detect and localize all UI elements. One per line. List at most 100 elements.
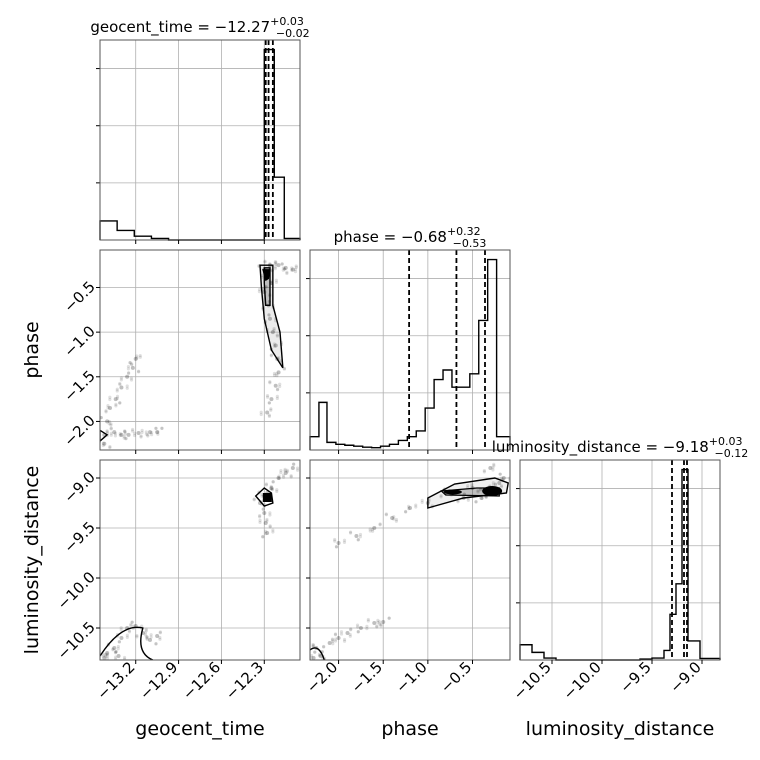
sample-point: [126, 364, 131, 369]
sample-point: [136, 431, 141, 436]
sample-point: [125, 374, 130, 379]
sample-point: [138, 355, 142, 359]
sample-point: [145, 635, 149, 639]
sample-point: [144, 432, 148, 436]
title-sub: −0.02: [276, 27, 310, 40]
sample-point: [123, 432, 127, 436]
sample-point: [272, 344, 277, 348]
title-sup: +0.03: [270, 15, 304, 28]
sample-point: [113, 431, 118, 436]
sample-point: [129, 376, 134, 380]
sample-point: [358, 626, 363, 630]
sample-point: [118, 433, 122, 438]
sample-point: [140, 430, 144, 435]
sample-point: [290, 466, 295, 470]
sample-point: [342, 540, 347, 544]
sample-point: [118, 431, 122, 436]
sample-point: [129, 624, 133, 628]
sample-point: [281, 266, 285, 270]
sample-point: [293, 267, 298, 271]
sample-point: [349, 628, 353, 632]
sample-point: [272, 342, 276, 346]
sample-point: [272, 371, 277, 376]
x-tick-label: −10.0: [560, 658, 605, 703]
sample-point: [106, 403, 110, 408]
sample-point: [103, 654, 108, 658]
sample-point: [491, 466, 495, 470]
sample-point: [105, 653, 109, 657]
sample-point: [439, 493, 443, 498]
sample-point: [111, 647, 115, 651]
sample-point: [101, 654, 105, 658]
sample-point: [109, 433, 113, 437]
sample-point: [156, 430, 160, 434]
sample-point: [263, 521, 268, 525]
sample-point: [349, 627, 353, 631]
sample-point: [271, 528, 275, 532]
sample-point: [114, 650, 118, 654]
sample-point: [333, 539, 337, 543]
sample-point: [112, 430, 117, 435]
sample-point: [333, 537, 337, 542]
sample-point: [276, 387, 280, 391]
sample-point: [275, 489, 279, 494]
sample-point: [122, 436, 126, 440]
sample-point: [130, 362, 134, 366]
sample-point: [105, 651, 110, 655]
histogram-phase: [309, 258, 511, 450]
sample-point: [283, 467, 287, 471]
density-peak: [482, 486, 503, 496]
sample-point: [310, 656, 314, 660]
sample-point: [285, 468, 289, 472]
sample-point: [267, 313, 271, 317]
sample-point: [368, 527, 372, 531]
sample-point: [138, 353, 142, 358]
sample-point: [354, 534, 359, 538]
sample-point: [262, 511, 267, 515]
sample-point: [150, 433, 154, 437]
sample-point: [491, 483, 495, 487]
sample-point: [271, 480, 275, 484]
sample-point: [285, 271, 289, 276]
sample-point: [108, 446, 112, 450]
sample-point: [392, 515, 396, 519]
sample-point: [111, 648, 115, 652]
sample-point: [498, 472, 502, 476]
x-tick-label: −13.2: [93, 658, 138, 703]
sample-point: [112, 646, 117, 650]
sample-point: [267, 401, 271, 405]
density-contour: [259, 264, 284, 369]
sample-point: [261, 534, 265, 539]
sample-point: [281, 473, 286, 477]
sample-point: [334, 637, 338, 641]
sample-point: [290, 268, 294, 272]
sample-point: [331, 642, 335, 646]
panel-frame: [519, 459, 721, 661]
sample-point: [290, 267, 295, 272]
x-axis-label: geocent_time: [135, 718, 264, 740]
sample-point: [376, 618, 380, 622]
sample-point: [283, 265, 288, 270]
sample-point: [149, 635, 153, 639]
sample-point: [358, 535, 362, 539]
sample-point: [274, 262, 278, 267]
sample-point: [119, 378, 123, 382]
sample-point: [101, 441, 106, 445]
sample-point: [294, 265, 298, 269]
sample-point: [108, 406, 112, 411]
sample-point: [119, 626, 123, 630]
sample-point: [145, 636, 149, 640]
density-contour: [427, 477, 510, 509]
sample-point: [158, 631, 162, 635]
sample-point: [117, 640, 121, 644]
sample-point: [491, 468, 495, 472]
sample-point: [497, 481, 502, 485]
x-tick-label: −0.5: [437, 658, 475, 696]
sample-point: [322, 644, 326, 649]
sample-point: [311, 644, 315, 648]
sample-point: [143, 631, 148, 635]
sample-point: [123, 429, 127, 433]
sample-point: [276, 370, 281, 375]
sample-point: [113, 651, 118, 655]
